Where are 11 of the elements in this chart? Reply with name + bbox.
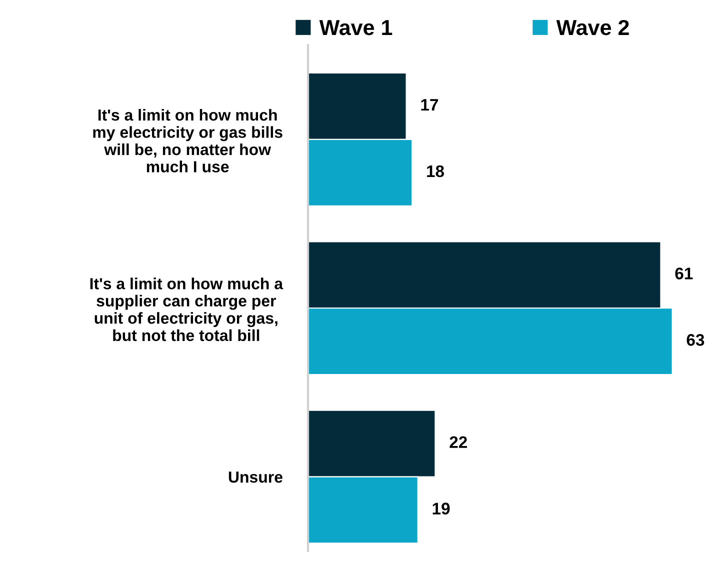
legend-label: Wave 2 (556, 20, 629, 36)
legend-label: Wave 1 (319, 20, 392, 36)
data-label: 22 (450, 436, 467, 448)
data-label: 61 (675, 268, 693, 280)
y-tick-label: Unsure (228, 472, 282, 483)
y-tick-label: It's a limit on how much my electricity or gas bills will be, no matter how much I use (93, 108, 282, 172)
data-label: 63 (686, 334, 704, 346)
data-label: 18 (427, 165, 444, 178)
y-tick-label: It's a limit on how much a supplier can charge per unit of electricity or gas, but not the total bill (90, 278, 284, 342)
data-label: 19 (432, 502, 450, 514)
data-label: 17 (421, 99, 438, 111)
